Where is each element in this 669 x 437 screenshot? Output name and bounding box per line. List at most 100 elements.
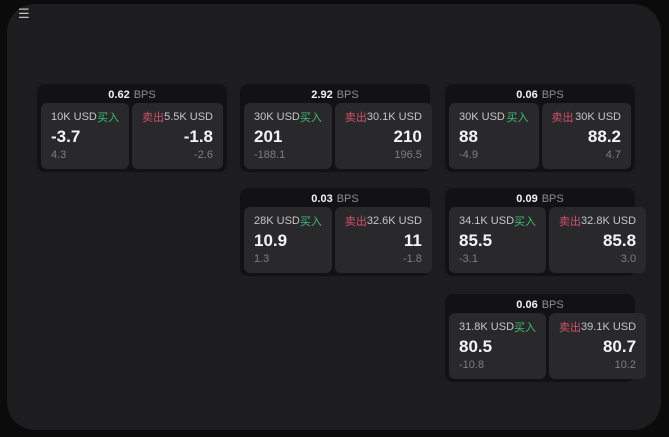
sell-delta: 4.7 — [605, 149, 621, 161]
buy-delta: 1.3 — [254, 253, 270, 265]
quote-tiles: 31.8K USD 买入 80.5 -10.8 卖出 39.1K USD 80.… — [445, 313, 647, 379]
buy-notional: 30K USD — [254, 111, 300, 123]
quote-card: 0.03 BPS 28K USD 买入 10.9 1.3 卖出 32.6K US… — [240, 188, 432, 276]
bps-unit-label: BPS — [541, 298, 564, 311]
buy-quote-tile[interactable]: 30K USD 买入 88 -4.9 — [449, 103, 539, 169]
card-header: 0.09 BPS — [445, 188, 635, 207]
sell-side-label: 卖出 — [559, 322, 582, 334]
bps-spread-value: 0.03 — [311, 192, 333, 205]
buy-delta: -188.1 — [254, 149, 286, 161]
card-header: 0.06 BPS — [445, 294, 635, 313]
buy-tile-header: 10K USD 买入 — [51, 109, 119, 125]
buy-price: -3.7 — [51, 127, 81, 146]
buy-quote-tile[interactable]: 10K USD 买入 -3.7 4.3 — [41, 103, 130, 169]
buy-quote-tile[interactable]: 28K USD 买入 10.9 1.3 — [244, 207, 332, 273]
quote-card: 0.09 BPS 34.1K USD 买入 85.5 -3.1 卖出 32.8K… — [445, 188, 647, 276]
sell-price: 85.8 — [602, 231, 637, 250]
sell-price: 88.2 — [587, 127, 621, 146]
buy-delta: 4.3 — [51, 149, 67, 161]
sell-tile-header: 卖出 5.5K USD — [142, 109, 213, 125]
buy-price: 88 — [459, 127, 478, 146]
sell-side-label: 卖出 — [344, 112, 367, 124]
bps-unit-label: BPS — [541, 88, 564, 101]
sell-tile-header: 卖出 30K USD — [552, 109, 622, 125]
bps-unit-label: BPS — [336, 192, 359, 205]
quote-card: 0.06 BPS 30K USD 买入 88 -4.9 卖出 30K USD 8… — [445, 84, 635, 172]
sell-delta: 196.5 — [394, 149, 422, 161]
quote-tiles: 28K USD 买入 10.9 1.3 卖出 32.6K USD 11 -1.8 — [240, 207, 432, 273]
buy-price: 201 — [254, 127, 283, 146]
buy-price: 80.5 — [459, 337, 493, 356]
quote-tiles: 34.1K USD 买入 85.5 -3.1 卖出 32.8K USD 85.8… — [445, 207, 647, 273]
buy-tile-header: 30K USD 买入 — [459, 109, 529, 125]
bps-unit-label: BPS — [541, 192, 564, 205]
bps-spread-value: 0.09 — [516, 192, 538, 205]
sell-tile-header: 卖出 39.1K USD — [559, 319, 636, 335]
buy-side-label: 买入 — [97, 112, 120, 124]
sell-tile-header: 卖出 30.1K USD — [345, 109, 422, 125]
sell-quote-tile[interactable]: 卖出 32.6K USD 11 -1.8 — [334, 207, 432, 273]
buy-notional: 34.1K USD — [459, 215, 515, 227]
sell-quote-tile[interactable]: 卖出 30K USD 88.2 4.7 — [541, 103, 631, 169]
hamburger-menu-icon[interactable]: ☰ — [18, 6, 30, 21]
buy-tile-header: 34.1K USD 买入 — [459, 213, 536, 229]
sell-notional: 30K USD — [575, 111, 621, 123]
buy-side-label: 买入 — [299, 216, 322, 228]
buy-delta: -10.8 — [459, 359, 485, 371]
quote-tiles: 30K USD 买入 88 -4.9 卖出 30K USD 88.2 4.7 — [445, 103, 635, 169]
buy-tile-header: 28K USD 买入 — [254, 213, 322, 229]
buy-notional: 28K USD — [254, 215, 300, 227]
sell-delta: 10.2 — [614, 359, 637, 371]
sell-quote-tile[interactable]: 卖出 5.5K USD -1.8 -2.6 — [132, 103, 223, 169]
sell-price: 11 — [403, 231, 422, 250]
buy-delta: -3.1 — [459, 253, 478, 265]
buy-side-label: 买入 — [506, 112, 529, 124]
sell-side-label: 卖出 — [559, 216, 582, 228]
bps-spread-value: 2.92 — [311, 88, 333, 101]
quote-card: 2.92 BPS 30K USD 买入 201 -188.1 卖出 30.1K … — [240, 84, 432, 172]
sell-delta: -2.6 — [194, 149, 213, 161]
sell-quote-tile[interactable]: 卖出 32.8K USD 85.8 3.0 — [549, 207, 647, 273]
buy-side-label: 买入 — [514, 216, 537, 228]
buy-notional: 31.8K USD — [459, 321, 515, 333]
sell-price: 210 — [393, 127, 422, 146]
buy-side-label: 买入 — [514, 322, 537, 334]
buy-delta: -4.9 — [459, 149, 478, 161]
bps-unit-label: BPS — [336, 88, 359, 101]
bps-unit-label: BPS — [133, 88, 156, 101]
card-header: 2.92 BPS — [240, 84, 430, 103]
buy-notional: 10K USD — [51, 111, 97, 123]
sell-notional: 32.6K USD — [366, 215, 422, 227]
buy-tile-header: 30K USD 买入 — [254, 109, 322, 125]
sell-quote-tile[interactable]: 卖出 39.1K USD 80.7 10.2 — [549, 313, 647, 379]
sell-quote-tile[interactable]: 卖出 30.1K USD 210 196.5 — [334, 103, 432, 169]
sell-notional: 5.5K USD — [164, 111, 213, 123]
sell-tile-header: 卖出 32.8K USD — [559, 213, 636, 229]
buy-quote-tile[interactable]: 34.1K USD 买入 85.5 -3.1 — [449, 207, 547, 273]
sell-side-label: 卖出 — [142, 112, 165, 124]
card-header: 0.62 BPS — [37, 84, 227, 103]
card-header: 0.06 BPS — [445, 84, 635, 103]
buy-price: 10.9 — [254, 231, 288, 250]
quote-card: 0.62 BPS 10K USD 买入 -3.7 4.3 卖出 5.5K USD… — [37, 84, 227, 172]
quote-card: 0.06 BPS 31.8K USD 买入 80.5 -10.8 卖出 39.1… — [445, 294, 647, 382]
sell-price: 80.7 — [602, 337, 637, 356]
sell-tile-header: 卖出 32.6K USD — [345, 213, 422, 229]
bps-spread-value: 0.06 — [516, 298, 538, 311]
sell-delta: 3.0 — [620, 253, 637, 265]
quote-tiles: 30K USD 买入 201 -188.1 卖出 30.1K USD 210 1… — [240, 103, 432, 169]
buy-quote-tile[interactable]: 31.8K USD 买入 80.5 -10.8 — [449, 313, 547, 379]
bps-spread-value: 0.62 — [108, 88, 130, 101]
bps-spread-value: 0.06 — [516, 88, 538, 101]
buy-price: 85.5 — [459, 231, 493, 250]
sell-delta: -1.8 — [402, 253, 422, 265]
sell-price: -1.8 — [183, 127, 213, 146]
sell-side-label: 卖出 — [551, 112, 574, 124]
buy-quote-tile[interactable]: 30K USD 买入 201 -188.1 — [244, 103, 332, 169]
quote-tiles: 10K USD 买入 -3.7 4.3 卖出 5.5K USD -1.8 -2.… — [37, 103, 227, 169]
sell-notional: 32.8K USD — [581, 215, 637, 227]
buy-notional: 30K USD — [459, 111, 505, 123]
card-header: 0.03 BPS — [240, 188, 430, 207]
sell-notional: 30.1K USD — [366, 111, 422, 123]
